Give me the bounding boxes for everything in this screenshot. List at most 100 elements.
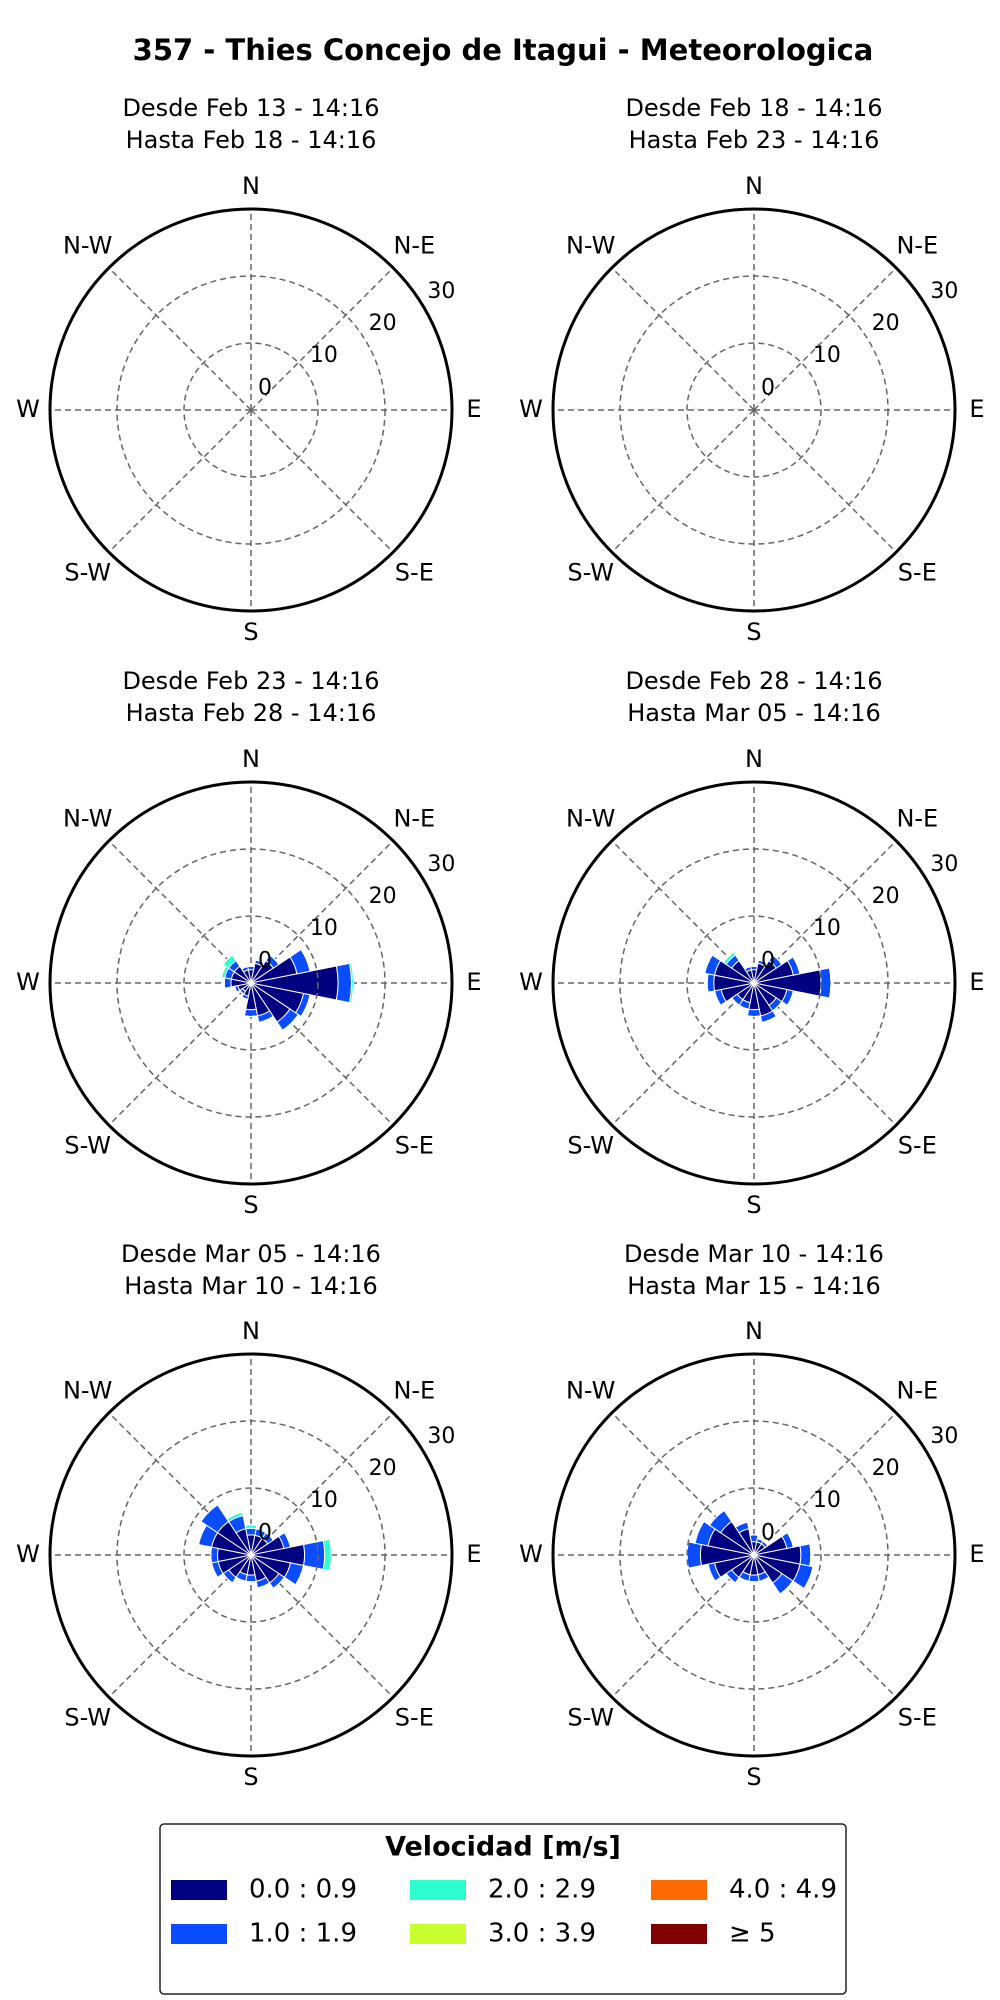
- rose-sector: [772, 954, 783, 965]
- rose-sector: [244, 1015, 258, 1018]
- legend-label: ≥ 5: [729, 1919, 776, 1949]
- r-tick-label: 20: [369, 884, 397, 909]
- spoke: [753, 409, 897, 553]
- compass-label: N-W: [566, 805, 615, 833]
- rose-sector: [241, 966, 248, 970]
- rose-sector: [757, 1538, 764, 1542]
- r-tick-label: 0: [761, 375, 775, 400]
- legend-box: [159, 1823, 847, 1995]
- rose-sector: [223, 977, 226, 989]
- r-tick-label: 20: [369, 1456, 397, 1481]
- compass-label: S-E: [395, 558, 434, 586]
- compass-label: N: [242, 745, 260, 773]
- rose-sector: [799, 1543, 812, 1567]
- panel-subtitle: Hasta Mar 10 - 14:16: [124, 1272, 378, 1300]
- spoke: [611, 409, 755, 553]
- compass-label: E: [969, 395, 984, 423]
- outer-ring: [48, 1352, 454, 1758]
- r-tick-label: 30: [427, 852, 455, 877]
- compass-label: N-W: [566, 232, 615, 260]
- compass-label: S-E: [395, 1131, 434, 1159]
- compass-label: N-E: [896, 232, 938, 260]
- compass-label: W: [519, 395, 543, 423]
- legend-swatch: [651, 1924, 707, 1944]
- compass-label: N-W: [63, 805, 112, 833]
- spoke: [108, 982, 252, 1126]
- compass-label: N: [745, 745, 763, 773]
- compass-label: W: [519, 968, 543, 996]
- outer-ring: [48, 207, 454, 613]
- r-tick-label: 30: [427, 279, 455, 304]
- r-tick-label: 10: [813, 916, 841, 941]
- panel-subtitle: Desde Feb 23 - 14:16: [122, 667, 379, 695]
- spoke: [611, 267, 755, 411]
- legend-swatch: [410, 1924, 466, 1944]
- grid-ring: [116, 275, 386, 545]
- compass-label: S-W: [64, 1131, 111, 1159]
- compass-label: S: [746, 1763, 761, 1791]
- grid-ring: [183, 1487, 319, 1623]
- r-tick-label: 0: [761, 948, 775, 973]
- grid-ring: [183, 915, 319, 1051]
- spoke: [108, 267, 252, 411]
- compass-label: W: [16, 1540, 40, 1568]
- spoke: [611, 982, 755, 1126]
- grid-ring: [619, 1420, 889, 1690]
- panel-subtitle: Desde Feb 28 - 14:16: [625, 667, 882, 695]
- compass-label: E: [969, 1540, 984, 1568]
- rose-sector: [222, 954, 233, 965]
- grid-ring: [183, 342, 319, 478]
- compass-label: S-E: [395, 1703, 434, 1731]
- r-tick-label: 30: [427, 1424, 455, 1449]
- grid-ring: [116, 848, 386, 1118]
- compass-label: N: [242, 1317, 260, 1345]
- compass-label: N-E: [393, 232, 435, 260]
- legend-label: 1.0 : 1.9: [249, 1919, 357, 1949]
- legend-label: 3.0 : 3.9: [488, 1919, 596, 1949]
- compass-label: N: [745, 1317, 763, 1345]
- spoke: [250, 1412, 394, 1556]
- legend-label: 4.0 : 4.9: [729, 1875, 837, 1905]
- rose-sector: [704, 954, 713, 974]
- legend-swatch: [171, 1880, 227, 1900]
- r-tick-label: 20: [872, 311, 900, 336]
- rose-sector: [255, 959, 265, 964]
- compass-label: W: [519, 1540, 543, 1568]
- r-tick-label: 30: [930, 279, 958, 304]
- panel-subtitle: Hasta Feb 23 - 14:16: [629, 126, 880, 154]
- rose-sector: [300, 994, 311, 1017]
- panel-subtitle: Desde Feb 18 - 14:16: [625, 94, 882, 122]
- rose-sector: [744, 966, 751, 970]
- spoke: [250, 267, 394, 411]
- rose-sector: [335, 962, 352, 1004]
- rose-sector: [282, 1014, 299, 1031]
- rose-sector: [747, 1015, 761, 1018]
- rose-sector: [300, 949, 311, 972]
- compass-label: S: [746, 1191, 761, 1219]
- outer-ring: [48, 780, 454, 1186]
- legend-swatch: [651, 1880, 707, 1900]
- grid-ring: [619, 275, 889, 545]
- spoke: [753, 1412, 897, 1556]
- compass-label: E: [969, 968, 984, 996]
- panel-subtitle: Hasta Mar 05 - 14:16: [627, 699, 881, 727]
- rose-sector: [234, 986, 238, 993]
- compass-label: S-W: [64, 1703, 111, 1731]
- legend-title: Velocidad [m/s]: [385, 1832, 621, 1863]
- outer-ring: [551, 207, 957, 613]
- grid-ring: [686, 342, 822, 478]
- rose-sector: [239, 990, 244, 995]
- compass-label: N-W: [566, 1377, 615, 1405]
- rose-sector: [245, 1524, 257, 1526]
- compass-label: S: [243, 618, 258, 646]
- compass-label: W: [16, 395, 40, 423]
- r-tick-label: 0: [258, 1520, 272, 1545]
- r-tick-label: 10: [310, 343, 338, 368]
- rose-sector: [809, 1543, 812, 1567]
- compass-label: S-W: [567, 558, 614, 586]
- r-tick-label: 10: [310, 916, 338, 941]
- grid-ring: [686, 1487, 822, 1623]
- compass-label: W: [16, 968, 40, 996]
- compass-label: S: [243, 1191, 258, 1219]
